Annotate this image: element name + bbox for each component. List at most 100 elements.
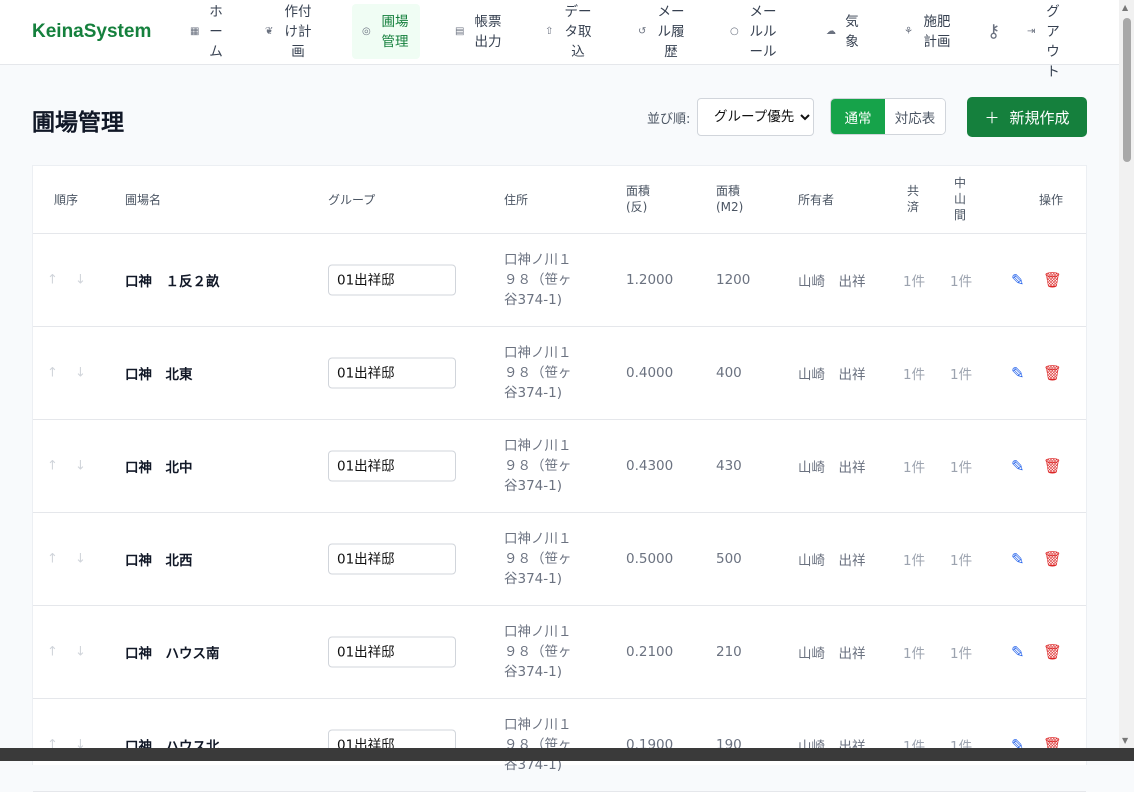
group-input[interactable]: 01出祥邸: [328, 264, 456, 296]
trash-icon[interactable]: 🗑: [1043, 643, 1063, 661]
logout-icon: ⇥: [1027, 25, 1036, 37]
col-order: 順序: [54, 193, 79, 207]
view-table-button[interactable]: 対応表: [885, 99, 945, 134]
field-address: 口神ノ川１９８（笹ヶ谷374-1): [504, 438, 572, 494]
edit-icon[interactable]: ✎: [1011, 363, 1025, 383]
field-address: 口神ノ川１９８（笹ヶ谷374-1): [504, 345, 572, 401]
kyosai-count[interactable]: 1件: [903, 460, 926, 476]
nav-item-upload[interactable]: ⇧ データ取込: [535, 4, 603, 60]
group-input[interactable]: 01出祥邸: [328, 543, 456, 575]
cloud-icon: ☁: [826, 25, 836, 37]
trash-icon[interactable]: 🗑: [1043, 271, 1063, 289]
scrollbar-thumb[interactable]: [1123, 18, 1131, 162]
nav-item-map-pin[interactable]: ◎ 圃場管理: [352, 4, 420, 59]
fields-table: 順序 圃場名 グループ 住所 面積 (反) 面積 (M2) 所有者 共 済 中 …: [32, 165, 1087, 792]
scrollbar[interactable]: ▲ ▼: [1119, 0, 1134, 748]
edit-icon[interactable]: ✎: [1011, 549, 1025, 569]
file-icon: ▤: [455, 25, 465, 37]
field-name: 口神 北中: [125, 460, 193, 476]
nav-item-history[interactable]: ↺ メール履歴: [628, 4, 696, 60]
field-address: 口神ノ川１９８（笹ヶ谷374-1): [504, 252, 572, 308]
move-up-icon[interactable]: ↑: [47, 644, 58, 660]
chusankan-count[interactable]: 1件: [950, 553, 973, 569]
edit-icon[interactable]: ✎: [1011, 642, 1025, 662]
trash-icon[interactable]: 🗑: [1043, 364, 1063, 382]
move-down-icon[interactable]: ↓: [75, 365, 86, 381]
edit-icon[interactable]: ✎: [1011, 456, 1025, 476]
owner: 山崎 出祥: [798, 553, 866, 569]
table-row: ↑ ↓ 口神 ハウス南 01出祥邸 口神ノ川１９８（笹ヶ谷374-1) 0.21…: [33, 606, 1086, 699]
move-up-icon[interactable]: ↑: [47, 365, 58, 381]
trash-icon[interactable]: 🗑: [1043, 550, 1063, 568]
field-address: 口神ノ川１９８（笹ヶ谷374-1): [504, 717, 572, 773]
group-input[interactable]: 01出祥邸: [328, 636, 456, 668]
page-title: 圃場管理: [32, 110, 124, 136]
chusankan-count[interactable]: 1件: [950, 274, 973, 290]
move-up-icon[interactable]: ↑: [47, 737, 58, 753]
table-row: ↑ ↓ 口神 ハウス北 01出祥邸 口神ノ川１９８（笹ヶ谷374-1) 0.19…: [33, 699, 1086, 792]
move-down-icon[interactable]: ↓: [75, 551, 86, 567]
kyosai-count[interactable]: 1件: [903, 367, 926, 383]
edit-icon[interactable]: ✎: [1011, 270, 1025, 290]
scroll-down-icon[interactable]: ▼: [1122, 736, 1129, 745]
trash-icon[interactable]: 🗑: [1043, 457, 1063, 475]
move-down-icon[interactable]: ↓: [75, 737, 86, 753]
nav-label: 施肥計画: [923, 13, 951, 50]
nav-label: ホーム: [209, 3, 223, 60]
kyosai-count[interactable]: 1件: [903, 274, 926, 290]
col-name: 圃場名: [125, 193, 162, 207]
leaf-icon: ❦: [265, 25, 274, 37]
table-row: ↑ ↓ 口神 北西 01出祥邸 口神ノ川１９８（笹ヶ谷374-1) 0.5000…: [33, 513, 1086, 606]
upload-icon: ⇧: [545, 25, 554, 37]
move-up-icon[interactable]: ↑: [47, 458, 58, 474]
view-normal-button[interactable]: 通常: [831, 99, 885, 134]
group-input[interactable]: 01出祥邸: [328, 357, 456, 389]
nav-item-grid[interactable]: ▦ ホーム: [180, 3, 234, 60]
kyosai-count[interactable]: 1件: [903, 646, 926, 662]
view-toggle: 通常 対応表: [830, 98, 946, 135]
move-down-icon[interactable]: ↓: [75, 272, 86, 288]
new-button-label: 新規作成: [1009, 108, 1070, 127]
owner: 山崎 出祥: [798, 274, 866, 290]
top-nav: KeinaSystem ▦ ホーム ❦ 作付け計画 ◎ 圃場管理 ▤ 帳票出力 ⇧ データ取込 ↺ メ…: [0, 0, 1119, 80]
brand-logo[interactable]: KeinaSystem: [32, 21, 152, 42]
group-input[interactable]: 01出祥邸: [328, 450, 456, 482]
move-up-icon[interactable]: ↑: [47, 551, 58, 567]
chusankan-count[interactable]: 1件: [950, 367, 973, 383]
nav-item-key[interactable]: ⚷: [977, 4, 1015, 59]
kyosai-count[interactable]: 1件: [903, 553, 926, 569]
nav-label: 帳票出力: [474, 13, 502, 50]
history-icon: ↺: [638, 25, 647, 37]
nav-item-logout[interactable]: ⇥ ログアウト: [1017, 4, 1071, 80]
col-address: 住所: [504, 193, 529, 207]
nav-item-cloud[interactable]: ☁ 気象: [816, 4, 870, 59]
nav-label: 作付け計画: [284, 3, 312, 60]
table-row: ↑ ↓ 口神 １反２畝 01出祥邸 口神ノ川１９８（笹ヶ谷374-1) 1.20…: [33, 234, 1086, 327]
move-down-icon[interactable]: ↓: [75, 644, 86, 660]
scroll-up-icon[interactable]: ▲: [1122, 3, 1129, 12]
grid-icon: ▦: [190, 25, 200, 37]
owner: 山崎 出祥: [798, 646, 866, 662]
nav-label: 気象: [845, 13, 859, 50]
move-up-icon[interactable]: ↑: [47, 272, 58, 288]
nav-item-circle[interactable]: ○ メールルール: [720, 4, 788, 60]
field-address: 口神ノ川１９８（笹ヶ谷374-1): [504, 624, 572, 680]
col-chusankan: 中 山 間: [954, 176, 967, 222]
nav-item-leaf[interactable]: ❦ 作付け計画: [255, 3, 323, 60]
field-name: 口神 北東: [125, 367, 193, 383]
sort-select[interactable]: グループ優先: [697, 98, 814, 136]
table-row: ↑ ↓ 口神 北東 01出祥邸 口神ノ川１９８（笹ヶ谷374-1) 0.4000…: [33, 327, 1086, 420]
nav-item-sprout[interactable]: ⚘ 施肥計画: [894, 4, 962, 59]
owner: 山崎 出祥: [798, 460, 866, 476]
area-m2: 1200: [716, 272, 751, 288]
nav-label: ログアウト: [1046, 3, 1060, 80]
chusankan-count[interactable]: 1件: [950, 646, 973, 662]
nav-item-file[interactable]: ▤ 帳票出力: [445, 4, 513, 59]
nav-label: 圃場管理: [381, 13, 409, 50]
chusankan-count[interactable]: 1件: [950, 460, 973, 476]
move-down-icon[interactable]: ↓: [75, 458, 86, 474]
area-tan: 0.2100: [626, 644, 674, 660]
sprout-icon: ⚘: [904, 25, 913, 37]
col-owner: 所有者: [798, 193, 835, 207]
new-field-button[interactable]: ＋ 新規作成: [967, 97, 1087, 137]
